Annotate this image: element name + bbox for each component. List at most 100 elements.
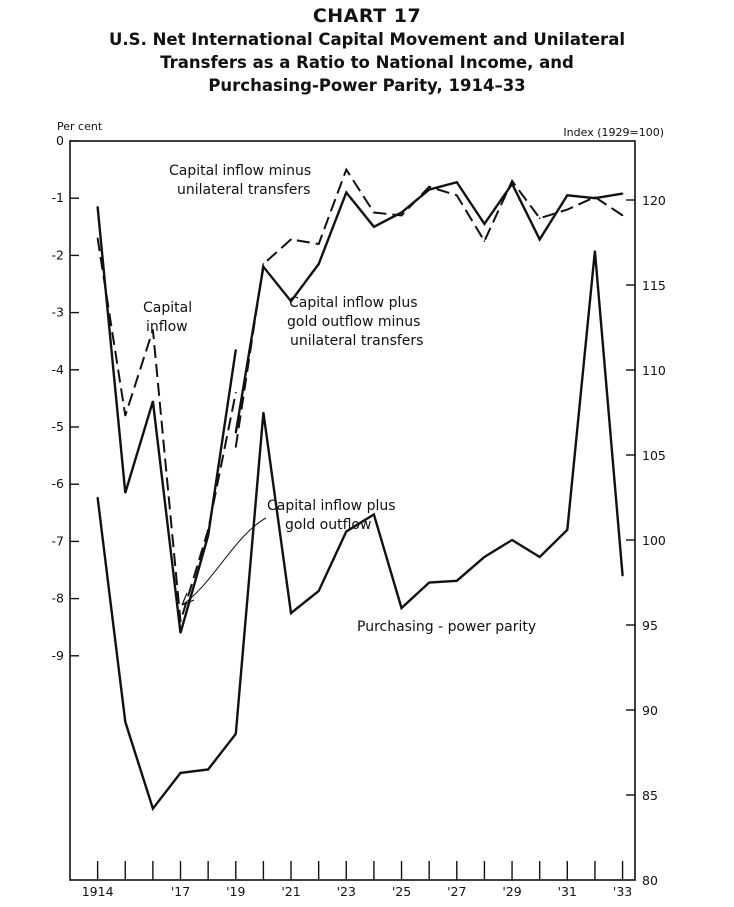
series-point-4	[511, 539, 513, 541]
series-point-1	[179, 632, 182, 634]
x-axis-tick-label: '19	[226, 884, 245, 899]
series-point-3	[621, 192, 624, 195]
series-point-1	[234, 348, 237, 351]
series-point-4	[207, 768, 209, 771]
x-axis-tick-label: '25	[392, 884, 411, 899]
annotation-purchasing-power-parity: Purchasing - power parity	[357, 619, 536, 635]
left-axis-tick-label: -7	[52, 533, 64, 548]
right-axis-tick-label: 100	[642, 533, 666, 548]
series-point-2	[317, 243, 320, 245]
series-point-3	[262, 266, 265, 268]
series-point-3	[511, 183, 513, 185]
chart-title-line-1: U.S. Net International Capital Movement …	[109, 30, 625, 49]
series-point-0	[152, 328, 154, 331]
annotation-line: gold outflow	[285, 517, 371, 533]
series-point-2	[428, 185, 430, 188]
right-axis-tick-label: 105	[642, 448, 666, 463]
series-point-2	[234, 446, 237, 448]
series-point-4	[234, 733, 237, 735]
series-line-1	[96, 206, 237, 634]
x-axis-tick-label: '33	[613, 884, 632, 899]
series-point-4	[290, 612, 292, 614]
annotation-line: inflow	[146, 319, 188, 335]
right-axis-tick-label: 120	[642, 193, 666, 208]
series-point-0	[234, 391, 237, 394]
annotation-arrowhead	[181, 592, 195, 606]
series-point-3	[317, 263, 320, 265]
series-point-3	[483, 223, 486, 225]
series-point-4	[124, 721, 127, 723]
chart-title-block: CHART 17 U.S. Net International Capital …	[0, 4, 734, 97]
x-axis-tick-label: 1914	[82, 884, 114, 899]
series-point-4	[262, 411, 265, 414]
series-point-4	[538, 556, 541, 558]
series-point-2	[345, 168, 348, 171]
left-axis-tick-label: -6	[52, 476, 65, 491]
annotation-capital-inflow-minus-transfers: Capital inflow minus unilateral transfer…	[169, 163, 311, 198]
left-axis-tick-label: -4	[52, 362, 65, 377]
series-point-4	[455, 580, 458, 582]
x-axis-tick-label: '29	[502, 884, 521, 899]
right-axis-tick-label: 85	[642, 788, 658, 803]
series-point-2	[511, 180, 513, 182]
series-point-2	[262, 263, 265, 265]
annotation-line: unilateral transfers	[177, 182, 310, 198]
left-axis-label: Per cent	[57, 120, 103, 133]
series-point-3	[373, 226, 375, 228]
series-point-3	[345, 191, 348, 194]
series-point-4	[621, 574, 624, 577]
annotation-line: Capital inflow minus	[169, 163, 311, 179]
left-axis-tick-label: -8	[52, 591, 65, 606]
series-point-1	[207, 534, 209, 537]
series-point-4	[179, 772, 182, 774]
chart-title-line-2: Transfers as a Ratio to National Income,…	[160, 53, 574, 72]
series-point-3	[400, 211, 403, 214]
left-axis-tick-label: 0	[56, 133, 64, 148]
series-point-4	[483, 556, 486, 558]
right-axis-label: Index (1929=100)	[563, 126, 664, 139]
annotation-line: unilateral transfers	[290, 333, 423, 349]
series-point-4	[400, 607, 403, 609]
annotation-capital-inflow-plus-gold-minus-transfers: Capital inflow plus gold outflow minus u…	[287, 295, 423, 349]
series-point-2	[538, 217, 541, 220]
left-axis-tick-label: -3	[52, 305, 64, 320]
series-point-3	[234, 431, 237, 434]
chart-title-line-3: Purchasing-Power Parity, 1914–33	[208, 76, 526, 95]
series-line-4	[96, 250, 624, 812]
series-point-2	[483, 240, 486, 242]
annotation-capital-inflow: Capital inflow	[143, 300, 192, 335]
annotation-line: Purchasing - power parity	[357, 619, 536, 635]
series-point-4	[317, 590, 320, 592]
series-point-0	[124, 414, 127, 417]
x-axis-tick-label: '17	[171, 884, 190, 899]
right-axis-tick-label: 115	[642, 278, 666, 293]
chart-number: CHART 17	[312, 5, 422, 27]
right-axis-tick-label: 110	[642, 363, 666, 378]
series-point-3	[594, 197, 596, 199]
series-point-2	[566, 208, 569, 211]
series-point-1	[152, 400, 154, 403]
series-point-3	[455, 181, 458, 183]
annotation-capital-inflow-plus-gold: Capital inflow plus gold outflow	[267, 498, 396, 533]
series-point-2	[455, 194, 458, 197]
right-axis-tick-label: 80	[642, 873, 658, 888]
series-point-1	[96, 205, 99, 208]
series-point-4	[566, 529, 569, 531]
series-point-4	[345, 530, 348, 533]
x-axis-tick-label: '31	[558, 884, 577, 899]
series-point-3	[290, 300, 292, 302]
x-axis-tick-label: '23	[337, 884, 356, 899]
annotation-line: Capital	[143, 300, 192, 316]
left-axis-tick-label: -1	[52, 190, 64, 205]
x-axis-tick-label: '21	[281, 884, 300, 899]
series-point-3	[428, 188, 430, 191]
annotation-line: Capital inflow plus	[267, 498, 396, 514]
data-series	[96, 167, 624, 812]
annotation-line: Capital inflow plus	[289, 295, 418, 311]
annotation-arrow	[181, 517, 267, 606]
axis-ticks: 0 -1 -2 -3 -4 -5 -6 -7 -8 -9 80 85 90 95 100 105 110 115 1…	[52, 133, 666, 899]
series-point-4	[594, 250, 596, 252]
left-axis-tick-label: -2	[52, 247, 64, 262]
series-point-4	[96, 496, 99, 499]
